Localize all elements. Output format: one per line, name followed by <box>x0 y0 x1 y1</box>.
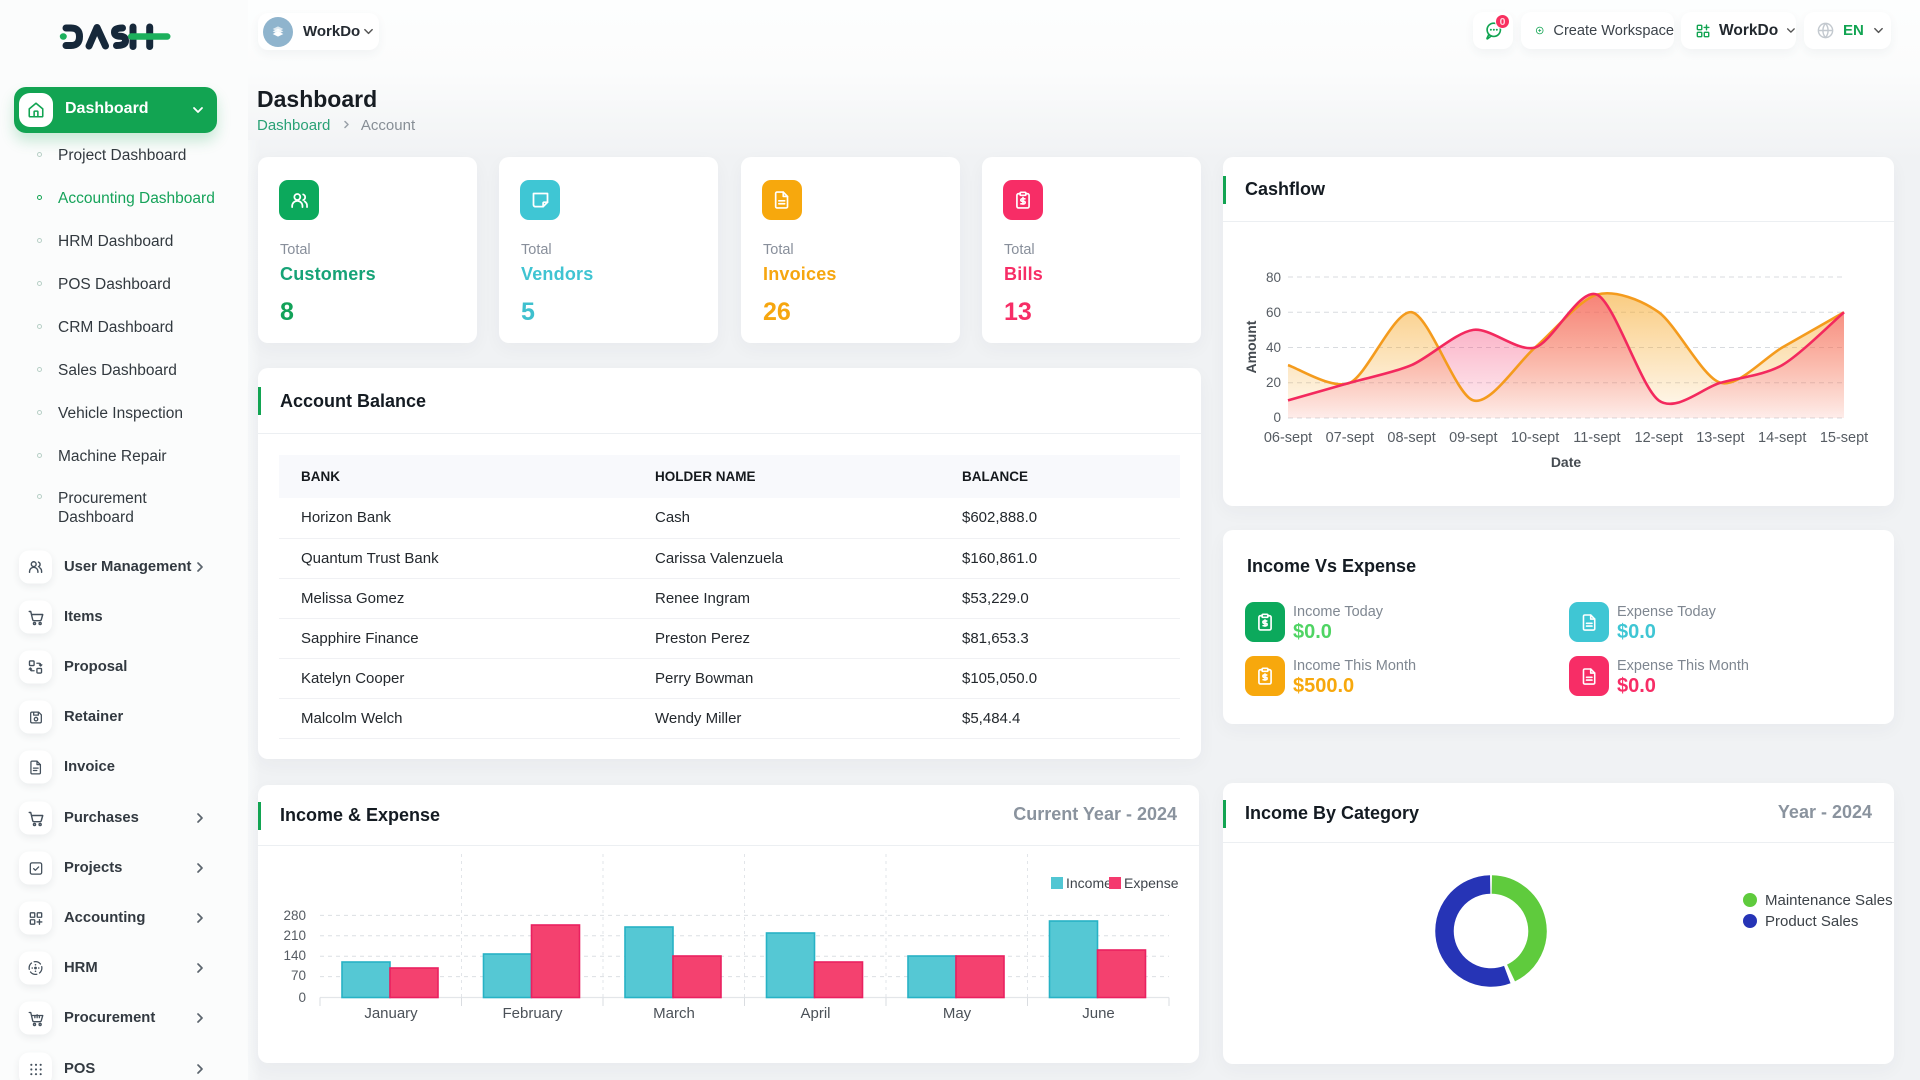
svg-text:140: 140 <box>283 948 306 963</box>
svg-text:March: March <box>653 1005 695 1022</box>
svg-text:80: 80 <box>1266 270 1281 285</box>
svg-text:Income: Income <box>1066 875 1112 891</box>
svg-text:10-sept: 10-sept <box>1511 430 1559 446</box>
svg-text:07-sept: 07-sept <box>1326 430 1374 446</box>
svg-text:April: April <box>800 1005 830 1022</box>
svg-text:May: May <box>943 1005 972 1022</box>
svg-text:20: 20 <box>1266 375 1281 390</box>
svg-text:January: January <box>364 1005 418 1022</box>
svg-text:13-sept: 13-sept <box>1696 430 1744 446</box>
svg-text:09-sept: 09-sept <box>1449 430 1497 446</box>
svg-text:June: June <box>1082 1005 1115 1022</box>
svg-text:14-sept: 14-sept <box>1758 430 1806 446</box>
svg-text:210: 210 <box>283 928 306 943</box>
svg-text:Product Sales: Product Sales <box>1765 913 1858 930</box>
svg-text:08-sept: 08-sept <box>1387 430 1435 446</box>
svg-text:Maintenance Sales: Maintenance Sales <box>1765 892 1893 909</box>
svg-text:Amount: Amount <box>1243 320 1259 373</box>
svg-text:06-sept: 06-sept <box>1264 430 1312 446</box>
svg-text:70: 70 <box>291 968 306 983</box>
svg-text:12-sept: 12-sept <box>1635 430 1683 446</box>
svg-text:60: 60 <box>1266 305 1281 320</box>
svg-text:Expense: Expense <box>1124 875 1179 891</box>
svg-text:11-sept: 11-sept <box>1573 430 1620 446</box>
svg-text:0: 0 <box>298 990 306 1005</box>
svg-text:0: 0 <box>1273 410 1281 425</box>
svg-text:Date: Date <box>1551 454 1582 470</box>
svg-text:280: 280 <box>283 908 306 923</box>
svg-text:February: February <box>502 1005 563 1022</box>
svg-text:40: 40 <box>1266 340 1281 355</box>
svg-text:15-sept: 15-sept <box>1820 430 1868 446</box>
